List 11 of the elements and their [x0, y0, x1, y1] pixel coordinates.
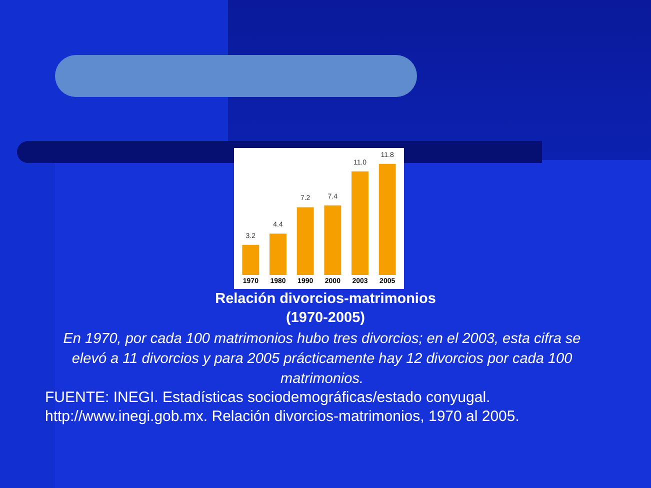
source-note: FUENTE: INEGI. Estadísticas sociodemográficas/estado conyugal.: [45, 389, 490, 406]
bar: [242, 244, 260, 275]
bar: [296, 207, 314, 275]
bar: [378, 164, 396, 275]
text: En 1970, por cada 100 matrimonios hubo tres divorcios; en el 2003, esta cifra se elevó a 11 divorcios y para 2005 prácticamente hay 12 divorcios por cada 100 matrimonios.: [62, 330, 582, 389]
bar: [352, 171, 368, 275]
text: http://www.inegi.gob.mx. Relación divorcios-matrimonios, 1970 al 2005.: [45, 408, 520, 425]
bar: [324, 205, 342, 275]
text: (1970-2005): [285, 310, 366, 326]
text: Relación divorcios-matrimonios: [214, 291, 437, 307]
bar: [270, 234, 286, 275]
